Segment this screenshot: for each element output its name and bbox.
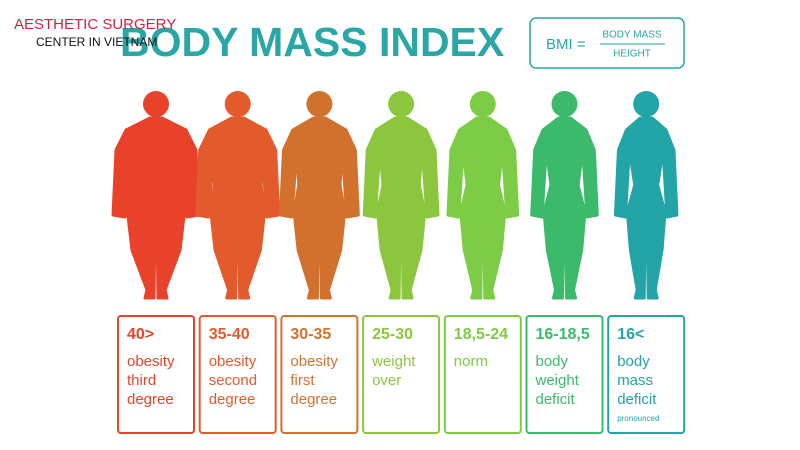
figure-body [613,116,679,300]
category-label: degree [290,391,337,408]
formula-box: BMI = BODY MASS HEIGHT [529,17,685,69]
category-label: deficit [617,391,657,408]
category-card [362,315,441,434]
figure-body [111,116,201,300]
figure-head [143,91,169,117]
category-label: body [536,353,569,370]
figure-body [530,116,599,300]
category-label: over [372,372,401,389]
category-label: degree [127,391,174,408]
figure-body [362,116,440,300]
category-label: obesity [209,353,257,370]
category-card [280,315,359,434]
category-card [607,315,686,434]
category-range: 40> [127,326,154,343]
category-range: 16< [617,326,644,343]
formula-numerator: BODY MASS [602,30,662,41]
figure-head [633,91,660,117]
category-label: third [127,372,156,389]
formula-lhs: BMI = [546,36,586,53]
formula-frame [529,17,685,69]
category-range: 35-40 [209,326,250,343]
category-range: 30-35 [290,326,331,343]
category-label: obesity [290,353,338,370]
category-card [117,315,195,434]
category-label: degree [209,391,256,408]
category-label: second [209,372,257,389]
figure-head [306,91,333,117]
figure-body [278,116,360,300]
category-label: mass [617,372,653,389]
category-label: body [617,353,650,370]
category-card [525,315,604,434]
figure-body [446,116,520,300]
category-label: obesity [127,353,175,370]
figure-head [224,91,251,117]
category-label: weight [535,372,580,389]
figure-body [195,116,281,300]
figure-head [469,91,496,117]
title: BODY MASS INDEX [120,19,504,65]
category-label: weight [371,353,416,370]
figure-head [388,91,415,117]
category-range: 18,5-24 [454,326,508,343]
category-label: deficit [536,391,576,408]
logo-line1: AESTHETIC SURGERY [14,16,176,33]
category-range: 16-18,5 [536,326,590,343]
category-label: norm [454,353,488,370]
category-range: 25-30 [372,326,413,343]
category-card [443,315,522,434]
formula-denominator: HEIGHT [613,49,651,60]
logo-line2: CENTER IN VIETNAM [36,35,157,49]
category-label: first [290,372,315,389]
category-card [198,315,277,434]
category-note: pronounced [617,414,659,423]
figure-head [551,91,578,117]
